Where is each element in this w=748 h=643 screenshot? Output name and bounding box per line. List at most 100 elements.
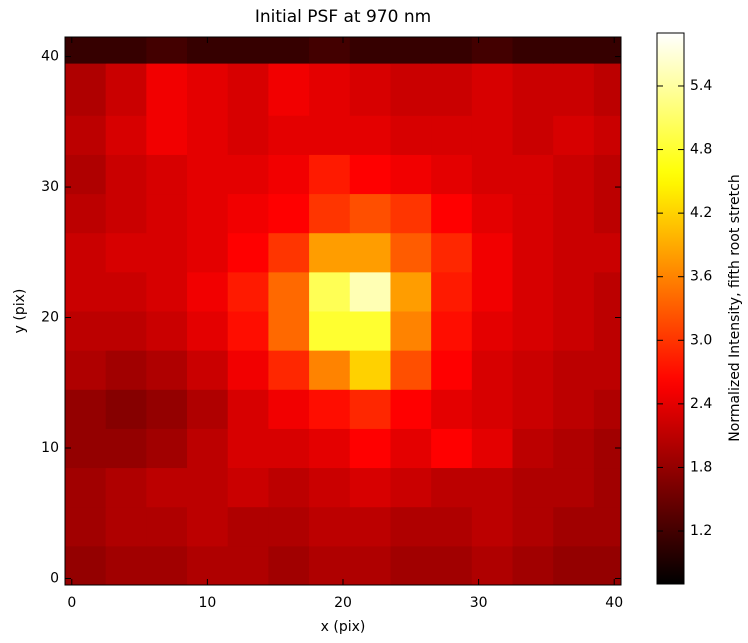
x-tick-label: 40: [605, 595, 623, 611]
heatmap-cell: [390, 350, 432, 390]
heatmap-cell: [471, 506, 514, 547]
heatmap-cell: [512, 311, 554, 351]
heatmap-cell: [553, 350, 595, 390]
heatmap-cell: [553, 389, 595, 429]
heatmap-cell: [553, 506, 595, 547]
heatmap-cell: [512, 545, 554, 586]
colorbar-tick-label: 1.2: [690, 523, 712, 539]
heatmap-cell: [105, 63, 147, 116]
heatmap-cell: [553, 467, 595, 508]
heatmap-cell: [553, 271, 595, 312]
heatmap-cell: [187, 467, 229, 508]
heatmap-cell: [105, 311, 147, 351]
y-tick-label: 0: [50, 570, 59, 586]
heatmap-cell: [471, 232, 514, 273]
heatmap-cell: [268, 37, 310, 64]
heatmap-cell: [268, 271, 310, 312]
heatmap-cell: [268, 232, 310, 273]
heatmap-cell: [105, 428, 147, 469]
heatmap-cell: [65, 154, 107, 195]
heatmap-cell: [553, 115, 595, 155]
heatmap-cell: [512, 115, 554, 155]
heatmap-cell: [349, 37, 391, 64]
heatmap-cell: [593, 232, 622, 273]
heatmap-cell: [309, 193, 351, 234]
x-tick-label: 0: [67, 595, 76, 611]
heatmap-cell: [105, 232, 147, 273]
heatmap-cell: [227, 467, 269, 508]
heatmap-cell: [553, 37, 595, 64]
heatmap-cell: [268, 467, 310, 508]
heatmap-cell: [431, 545, 473, 586]
colorbar-tick-label: 2.4: [690, 396, 712, 412]
heatmap-cell: [65, 63, 107, 116]
heatmap-cell: [349, 311, 391, 351]
heatmap-cell: [309, 115, 351, 155]
heatmap-cell: [65, 389, 107, 429]
heatmap-cell: [309, 154, 351, 195]
heatmap-cell: [65, 271, 107, 312]
heatmap-cell: [471, 545, 514, 586]
heatmap-cell: [146, 428, 188, 469]
heatmap-cell: [390, 506, 432, 547]
heatmap-cell: [309, 350, 351, 390]
heatmap-cell: [431, 37, 473, 64]
heatmap-cell: [390, 311, 432, 351]
heatmap-cell: [309, 506, 351, 547]
heatmap-cell: [65, 232, 107, 273]
y-axis-label: y (pix): [12, 289, 28, 334]
heatmap-cell: [105, 545, 147, 586]
heatmap-cell: [268, 154, 310, 195]
heatmap-cell: [227, 545, 269, 586]
heatmap-cell: [471, 63, 514, 116]
heatmap-cell: [471, 428, 514, 469]
heatmap-cell: [187, 428, 229, 469]
heatmap-cell: [349, 389, 391, 429]
heatmap-cell: [146, 232, 188, 273]
heatmap-cell: [268, 63, 310, 116]
heatmap-cell: [146, 389, 188, 429]
heatmap-cell: [187, 545, 229, 586]
heatmap-cell: [593, 115, 622, 155]
heatmap-cell: [553, 545, 595, 586]
heatmap-cell: [105, 37, 147, 64]
heatmap-cell: [431, 389, 473, 429]
colorbar-tick-label: 3.6: [690, 269, 712, 285]
heatmap-cell: [593, 63, 622, 116]
heatmap-cell: [512, 232, 554, 273]
heatmap-cell: [593, 506, 622, 547]
heatmap-cell: [512, 63, 554, 116]
heatmap-cell: [431, 193, 473, 234]
heatmap-cell: [431, 232, 473, 273]
heatmap-cell: [349, 271, 391, 312]
colorbar-tick-label: 4.2: [690, 205, 712, 221]
heatmap-cell: [268, 545, 310, 586]
heatmap-cell: [105, 115, 147, 155]
heatmap-cell: [65, 545, 107, 586]
heatmap-cell: [268, 350, 310, 390]
heatmap-cell: [512, 193, 554, 234]
heatmap-cell: [227, 311, 269, 351]
heatmap-cell: [65, 37, 107, 64]
heatmap-cell: [471, 271, 514, 312]
heatmap-cell: [227, 232, 269, 273]
heatmap-cell: [593, 154, 622, 195]
heatmap-cell: [471, 37, 514, 64]
heatmap-cell: [512, 350, 554, 390]
heatmap-cell: [187, 350, 229, 390]
heatmap-cell: [268, 506, 310, 547]
heatmap-cell: [471, 311, 514, 351]
heatmap-cell: [309, 428, 351, 469]
heatmap-cell: [349, 63, 391, 116]
heatmap-cell: [268, 428, 310, 469]
heatmap-cell: [105, 506, 147, 547]
heatmap-cell: [227, 506, 269, 547]
heatmap-cell: [227, 115, 269, 155]
x-tick-label: 10: [198, 595, 216, 611]
heatmap-cell: [105, 389, 147, 429]
heatmap-cell: [512, 37, 554, 64]
heatmap-cell: [146, 37, 188, 64]
heatmap-cell: [471, 115, 514, 155]
heatmap-cell: [390, 545, 432, 586]
